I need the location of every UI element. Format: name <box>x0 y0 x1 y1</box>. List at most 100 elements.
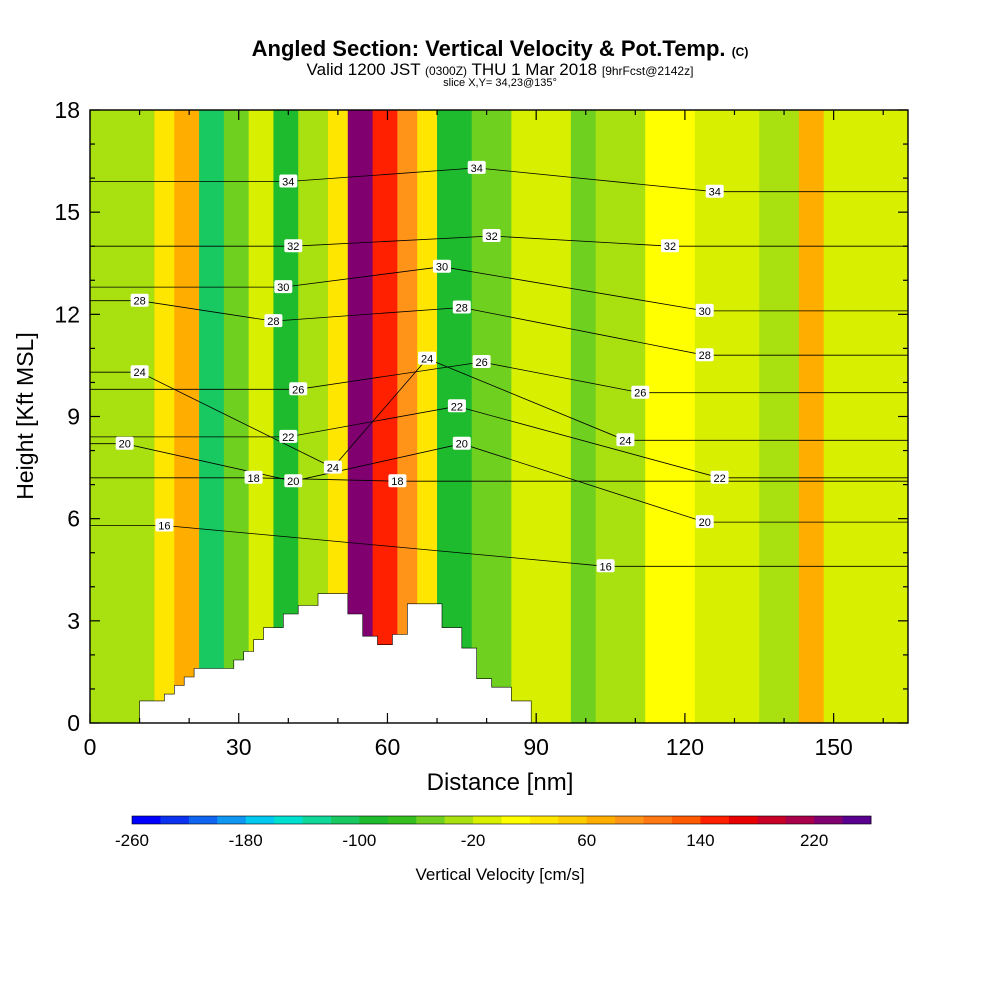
colorbar-tick-label: -260 <box>115 831 149 850</box>
colorbar-swatch <box>274 816 303 824</box>
contour-label-text: 32 <box>664 241 676 253</box>
contour-labels: 34 34 34 32 32 32 30 30 30 28 28 28 28 26 26 26 24 24 24 24… <box>115 160 729 573</box>
x-tick-label: 30 <box>226 734 252 760</box>
contour-label-text: 22 <box>451 401 463 413</box>
velocity-band-3 <box>199 110 225 723</box>
contour-label-24: 24 <box>323 460 342 475</box>
velocity-band-0 <box>90 110 155 723</box>
velocity-band-20 <box>759 110 800 723</box>
contour-label-text: 30 <box>436 262 448 274</box>
y-tick-label: 9 <box>67 404 80 430</box>
velocity-band-4 <box>223 110 250 723</box>
contour-label-28: 28 <box>452 300 471 315</box>
colorbar-swatch <box>586 816 616 824</box>
colorbar-swatch <box>757 816 787 824</box>
y-tick-label: 18 <box>54 97 80 123</box>
y-tick-label: 12 <box>54 301 80 327</box>
colorbar-swatch <box>473 816 502 824</box>
contour-label-24: 24 <box>130 365 149 379</box>
colorbar-swatch <box>672 816 701 824</box>
velocity-band-17 <box>595 110 646 723</box>
contour-label-text: 32 <box>287 241 299 253</box>
colorbar-tick-label: -180 <box>229 831 263 850</box>
colorbar-swatch <box>387 816 417 824</box>
contour-label-32: 32 <box>284 239 303 253</box>
colorbar-swatch <box>529 816 559 824</box>
x-tick-label: 90 <box>523 734 549 760</box>
contour-label-text: 30 <box>277 282 289 294</box>
contour-label-30: 30 <box>695 303 714 318</box>
contour-label-34: 34 <box>705 184 724 199</box>
colorbar-swatch <box>700 816 730 824</box>
contour-label-text: 20 <box>699 517 711 529</box>
contour-label-22: 22 <box>279 429 298 444</box>
theta-contour-16 <box>90 525 908 567</box>
contour-label-text: 28 <box>267 316 279 328</box>
contour-label-text: 18 <box>247 473 259 485</box>
contour-label-26: 26 <box>631 385 650 400</box>
chart-subtitle: Valid 1200 JST (0300Z) THU 1 Mar 2018 [9… <box>306 60 694 79</box>
colorbar-swatch <box>160 816 190 824</box>
velocity-band-15 <box>511 110 572 723</box>
contour-label-20: 20 <box>115 436 134 451</box>
contour-label-16: 16 <box>155 518 174 533</box>
colorbar-swatch <box>132 816 161 824</box>
slice-label: slice X,Y= 34,23@135° <box>443 77 557 89</box>
colorbar-swatch <box>643 816 673 824</box>
velocity-band-18 <box>645 110 696 723</box>
contour-label-32: 32 <box>661 239 679 253</box>
colorbar-swatch <box>245 816 275 824</box>
contour-label-22: 22 <box>710 470 729 485</box>
contour-label-34: 34 <box>467 160 486 175</box>
contour-label-22: 22 <box>447 399 466 413</box>
contour-label-text: 32 <box>485 231 497 243</box>
velocity-band-5 <box>248 110 274 723</box>
velocity-band-1 <box>154 110 175 723</box>
contour-label-text: 28 <box>133 296 145 308</box>
x-tick-label: 60 <box>375 734 401 760</box>
contour-label-text: 22 <box>282 432 294 444</box>
contour-label-16: 16 <box>596 559 615 573</box>
colorbar-swatch <box>842 816 872 824</box>
contour-label-text: 30 <box>699 306 711 318</box>
contour-label-30: 30 <box>274 280 293 294</box>
contour-label-text: 34 <box>282 177 294 189</box>
contour-label-18: 18 <box>244 470 263 485</box>
contour-label-28: 28 <box>695 348 714 362</box>
colorbar-tick-label: -100 <box>342 831 376 850</box>
colorbar-tick-label: 220 <box>800 831 828 850</box>
colorbar-swatch <box>785 816 815 824</box>
colorbar-label: Vertical Velocity [cm/s] <box>415 865 584 884</box>
contour-label-text: 20 <box>456 439 468 451</box>
contour-label-text: 20 <box>287 476 299 488</box>
chart-title: Angled Section: Vertical Velocity & Pot.… <box>251 36 749 61</box>
velocity-band-21 <box>798 110 825 723</box>
velocity-band-12 <box>417 110 438 723</box>
colorbar-swatch <box>558 816 588 824</box>
y-tick-label: 15 <box>54 199 80 225</box>
x-tick-label: 120 <box>666 734 704 760</box>
velocity-band-10 <box>372 110 398 723</box>
x-tick-label: 0 <box>84 734 97 760</box>
contour-label-text: 16 <box>158 521 170 533</box>
contour-label-text: 26 <box>634 388 646 400</box>
velocity-band-8 <box>327 110 349 723</box>
contour-label-20: 20 <box>695 515 714 529</box>
contour-label-28: 28 <box>264 314 283 328</box>
contour-label-20: 20 <box>452 436 471 451</box>
potential-temperature-contours <box>90 167 908 567</box>
contour-label-text: 22 <box>713 473 725 485</box>
contour-label-text: 24 <box>133 367 145 379</box>
contour-label-text: 34 <box>471 163 483 175</box>
contour-label-28: 28 <box>130 293 149 308</box>
velocity-band-19 <box>694 110 760 723</box>
colorbar-tick-label: -20 <box>461 831 486 850</box>
colorbar-tick-label: 60 <box>577 831 596 850</box>
contour-label-text: 24 <box>619 435 631 447</box>
contour-label-text: 24 <box>327 463 339 475</box>
colorbar-swatch <box>359 816 389 824</box>
x-axis-ticks: 0 30 60 90 120 150 <box>84 110 884 760</box>
colorbar-swatch <box>188 816 218 824</box>
contour-label-34: 34 <box>279 174 298 189</box>
